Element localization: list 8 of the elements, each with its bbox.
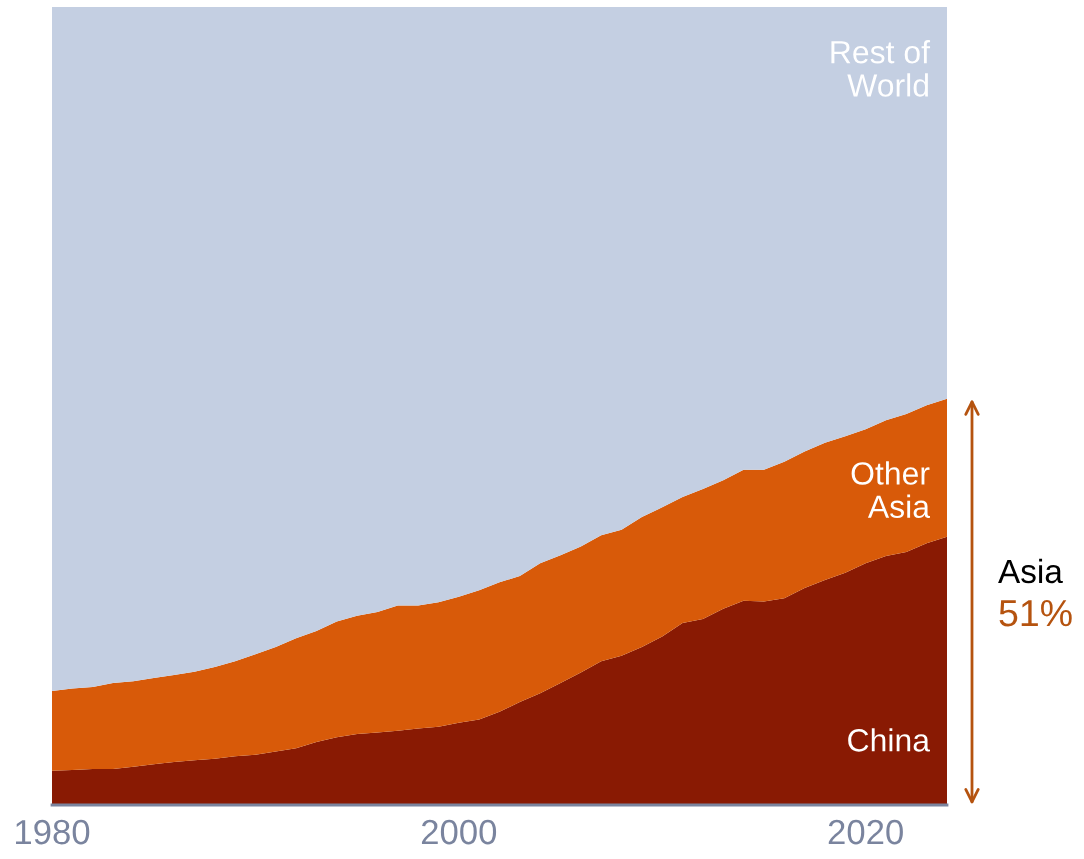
series-label: China	[848, 728, 930, 752]
series-label: Rest of World	[831, 40, 931, 97]
text: 51%	[999, 600, 1072, 627]
series-label: Other Asia	[851, 461, 930, 519]
x-tick-label: 2000	[421, 819, 497, 845]
text: Asia	[998, 558, 1063, 584]
x-tick-label: 2020	[828, 819, 903, 845]
x-tick-label: 1980	[16, 819, 90, 845]
